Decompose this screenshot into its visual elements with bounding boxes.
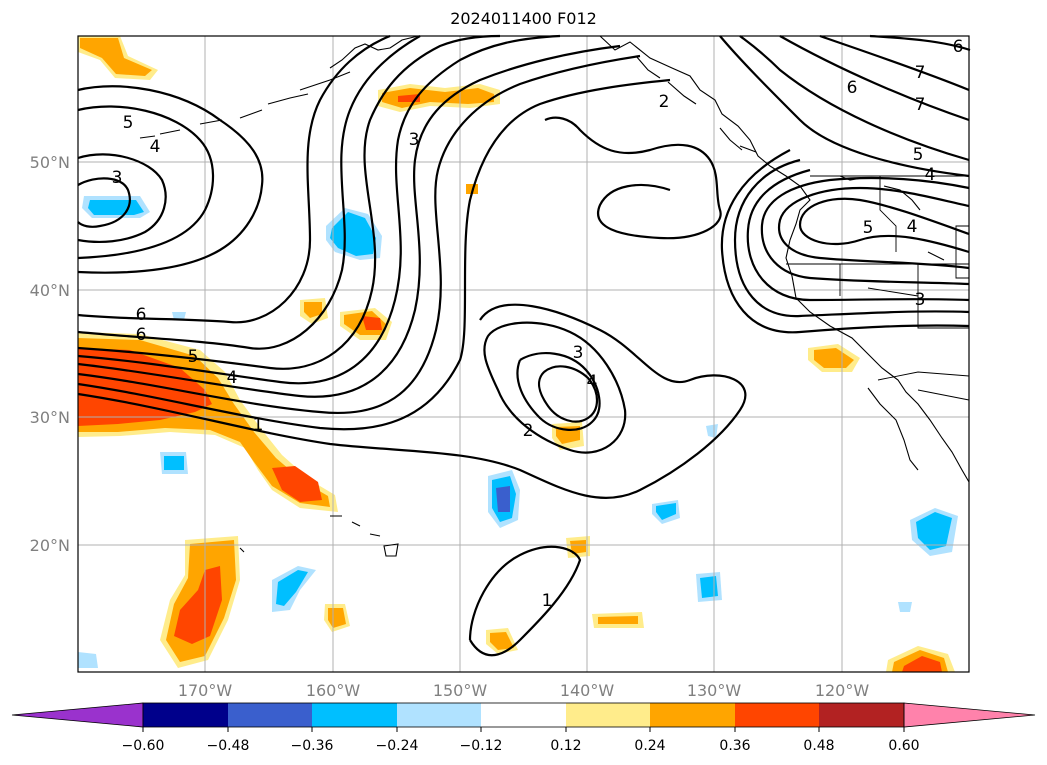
contour-label: 1 <box>542 591 553 611</box>
map-frame <box>77 35 970 673</box>
lat-label-20n: 20°N <box>30 536 70 555</box>
contour-label: 4 <box>150 137 161 157</box>
contour-label: 4 <box>227 368 238 388</box>
colorbar-bin <box>650 703 735 727</box>
contour-label: 5 <box>188 347 199 367</box>
contour-label: 6 <box>953 37 964 57</box>
colorbar-bin <box>228 703 312 727</box>
lon-label-130w: 130°W <box>687 681 742 700</box>
contour-label: 2 <box>659 92 670 112</box>
lat-label-30n: 30°N <box>30 408 70 427</box>
contour-label: 5 <box>123 113 134 133</box>
colorbar-extend-min <box>11 702 144 728</box>
lon-label-140w: 140°W <box>560 681 615 700</box>
contour-label: 6 <box>136 325 147 345</box>
contour-label: 6 <box>847 78 858 98</box>
lon-label-170w: 170°W <box>178 681 233 700</box>
colorbar-bin <box>735 703 819 727</box>
contour-label: 3 <box>112 168 123 188</box>
colorbar-tick-label: 0.12 <box>550 738 581 754</box>
colorbar-bin <box>312 703 397 727</box>
lon-label-150w: 150°W <box>433 681 488 700</box>
contour-label: 7 <box>915 63 926 83</box>
contour-labels: 5 4 3 6 6 5 4 1 3 3 4 2 2 1 6 7 6 7 5 4 … <box>112 37 964 611</box>
colorbar-tick-label: 0.24 <box>634 738 665 754</box>
colorbar-bin <box>819 703 904 727</box>
contour-label: 5 <box>863 218 874 238</box>
contour-label: 3 <box>573 343 584 363</box>
colorbar-tick-label: −0.36 <box>291 738 334 754</box>
hawaii-coast <box>330 515 399 557</box>
lon-label-160w: 160°W <box>306 681 361 700</box>
colorbar: −0.60 −0.48 −0.36 −0.24 −0.12 0.12 0.24 … <box>11 702 1036 754</box>
colorbar-tick-label: −0.24 <box>376 738 419 754</box>
colorbar-tick-label: −0.60 <box>122 738 165 754</box>
lat-label-40n: 40°N <box>30 281 70 300</box>
longitude-labels: 170°W 160°W 150°W 140°W 130°W 120°W <box>178 681 870 700</box>
contour-label: 5 <box>913 145 924 165</box>
alaska-coast <box>139 35 419 139</box>
borders <box>786 175 970 401</box>
colorbar-bin <box>143 703 228 727</box>
contour-label: 7 <box>915 95 926 115</box>
contour-label: 4 <box>907 217 918 237</box>
colorbar-tick-label: 0.48 <box>803 738 834 754</box>
shaded-anomaly-fields <box>78 36 958 672</box>
contour-label: 6 <box>136 305 147 325</box>
chart-title: 2024011400 F012 <box>450 9 597 28</box>
colorbar-bin <box>566 703 650 727</box>
contour-label: 4 <box>925 165 936 185</box>
colorbar-tick-label: 0.36 <box>719 738 750 754</box>
colorbar-bin <box>481 703 566 727</box>
lat-label-50n: 50°N <box>30 153 70 172</box>
contour-lines <box>77 34 971 657</box>
contour-label: 4 <box>587 372 598 392</box>
colorbar-tick-label: 0.60 <box>888 738 919 754</box>
colorbar-extend-max <box>903 702 1036 728</box>
contour-label: 3 <box>409 130 420 150</box>
colorbar-bin <box>397 703 481 727</box>
latitude-labels: 50°N 40°N 30°N 20°N <box>30 153 70 555</box>
colorbar-tick-label: −0.12 <box>460 738 503 754</box>
lon-label-120w: 120°W <box>815 681 870 700</box>
contour-label: 1 <box>253 415 264 435</box>
colorbar-tick-label: −0.48 <box>207 738 250 754</box>
contour-label: 3 <box>915 290 926 310</box>
contour-label: 2 <box>523 421 534 441</box>
